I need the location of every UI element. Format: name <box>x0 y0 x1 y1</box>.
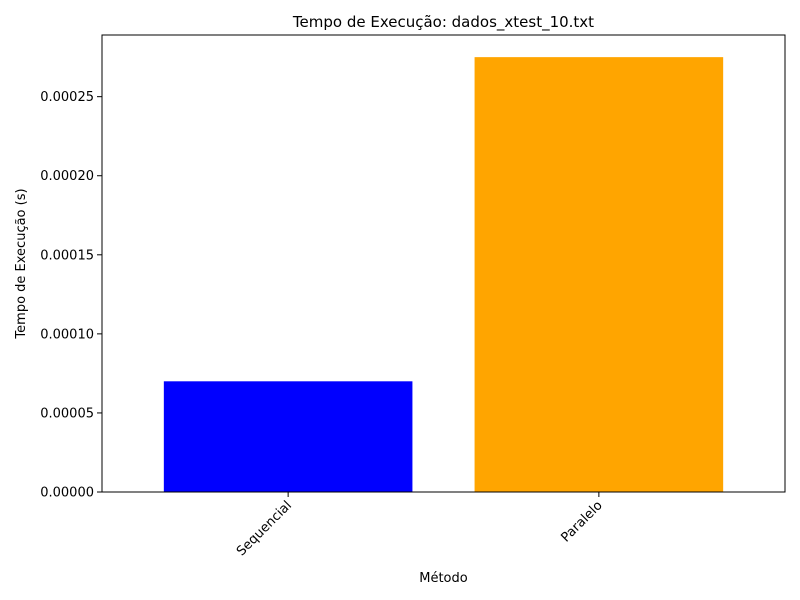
bars-layer <box>163 57 724 493</box>
plot-frame <box>101 34 786 493</box>
y-tick-label: 0.00025 <box>40 90 94 105</box>
y-tick-label: 0.00000 <box>40 486 94 501</box>
y-axis-label: Tempo de Execução (s) <box>14 188 29 339</box>
x-axis-label: Método <box>419 571 468 586</box>
x-tick-label: Sequencial <box>234 498 295 559</box>
bar-paralelo <box>474 57 724 493</box>
y-tick-label: 0.00015 <box>40 248 94 263</box>
y-tick-label: 0.00020 <box>40 169 94 184</box>
x-tick-label: Paralelo <box>559 498 606 545</box>
y-tick-label: 0.00010 <box>40 327 94 342</box>
x-axis-ticks: Sequencial Paralelo <box>234 492 606 559</box>
y-tick-label: 0.00005 <box>40 406 94 421</box>
bar-sequencial <box>163 381 413 492</box>
y-axis-ticks: 0.00000 0.00005 0.00010 0.00015 0.00020 0.000… <box>40 90 102 501</box>
chart-title: Tempo de Execução: dados_xtest_10.txt <box>292 13 594 32</box>
